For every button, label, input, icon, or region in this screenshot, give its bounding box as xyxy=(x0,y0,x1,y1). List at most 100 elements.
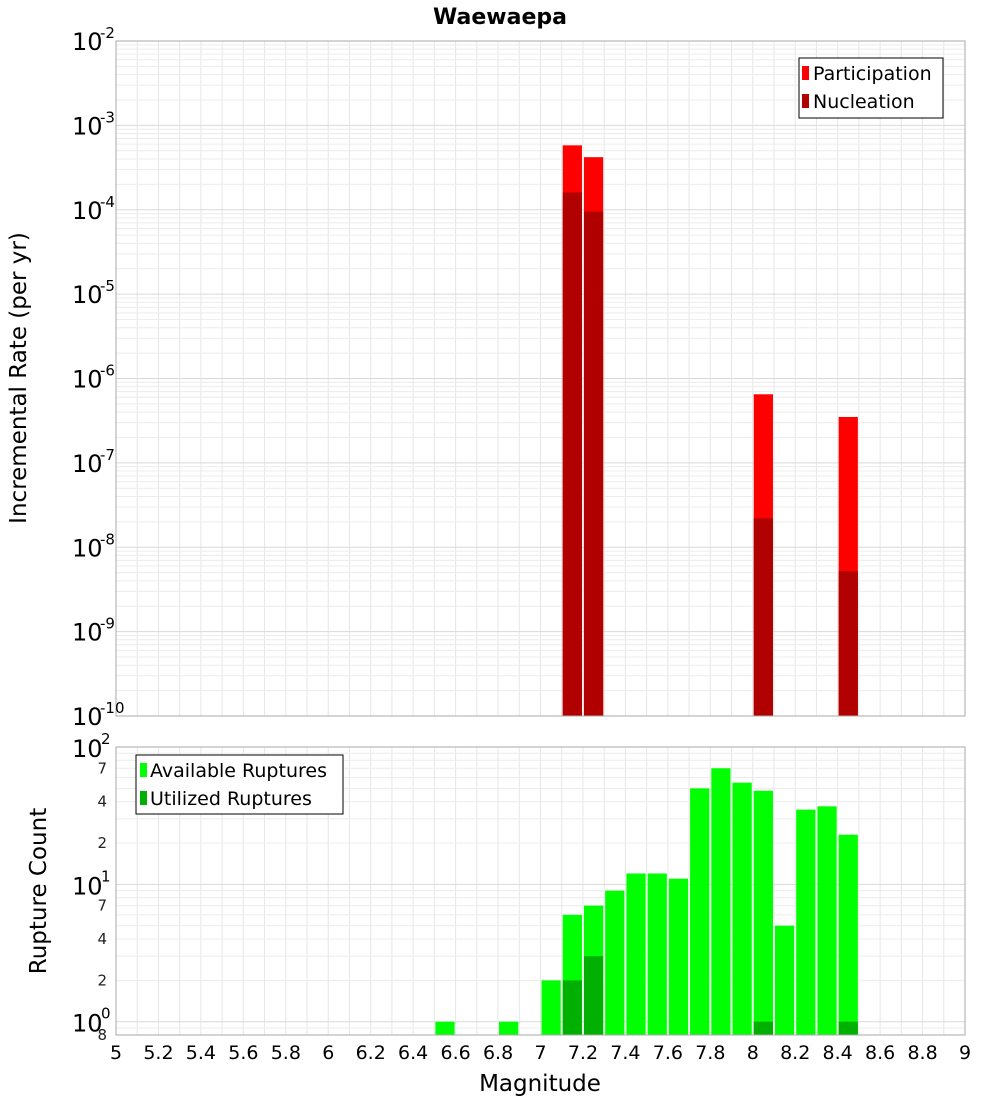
bottom-plot-border xyxy=(115,746,966,1036)
nucleation-bar xyxy=(562,192,582,717)
y-tick-exponent: -4 xyxy=(100,193,115,211)
top-panel: 10-210-310-410-510-610-710-810-910-10 In… xyxy=(6,24,966,731)
y-tick-label: 102 xyxy=(72,730,111,763)
x-tick-label: 8.6 xyxy=(865,1042,895,1064)
y-tick-base: 10 xyxy=(72,28,103,56)
y-tick-label: 10-8 xyxy=(72,530,115,562)
x-tick-label: 6.6 xyxy=(440,1042,470,1064)
legend-swatch-utilized xyxy=(140,791,147,805)
top-plot-border xyxy=(115,40,966,717)
utilized-ruptures-bar xyxy=(838,1021,858,1035)
y-tick-base: 10 xyxy=(72,872,103,900)
y-minor-tick-label: 7 xyxy=(97,759,107,777)
x-tick-label: 6.4 xyxy=(398,1042,428,1064)
x-tick-label: 7.8 xyxy=(695,1042,725,1064)
top-legend-box xyxy=(798,57,944,119)
y-tick-exponent: 2 xyxy=(101,730,111,748)
y-minor-tick-label: 4 xyxy=(97,930,107,948)
x-tick-label: 8 xyxy=(747,1042,759,1064)
legend-label-utilized: Utilized Ruptures xyxy=(150,788,312,810)
y-tick-base: 10 xyxy=(72,619,103,647)
available-ruptures-bar xyxy=(626,873,646,1035)
y-tick-label: 100 xyxy=(72,1005,111,1038)
available-ruptures-bar xyxy=(817,806,837,1035)
y-minor-tick-label: 2 xyxy=(97,834,107,852)
utilized-ruptures-bar xyxy=(583,956,604,1035)
x-tick-label: 8.4 xyxy=(823,1042,853,1064)
available-ruptures-bar xyxy=(647,873,667,1035)
available-ruptures-bar xyxy=(732,782,752,1035)
legend-label-participation: Participation xyxy=(813,63,932,85)
y-tick-base: 10 xyxy=(72,197,103,225)
available-ruptures-bar xyxy=(796,809,816,1035)
available-ruptures-bar xyxy=(838,834,858,1035)
y-tick-label: 10-4 xyxy=(72,193,115,225)
available-ruptures-bar xyxy=(774,925,795,1035)
available-ruptures-bar xyxy=(605,890,625,1035)
available-ruptures-bar xyxy=(499,1021,519,1035)
y-tick-exponent: 0 xyxy=(101,1005,111,1023)
top-y-ticks: 10-210-310-410-510-610-710-810-910-10 xyxy=(72,24,125,731)
available-ruptures-bar xyxy=(541,980,561,1035)
x-tick-label: 7 xyxy=(534,1042,546,1064)
y-tick-base: 10 xyxy=(72,735,103,763)
bottom-legend: Available Ruptures Utilized Ruptures xyxy=(135,754,344,815)
legend-swatch-nucleation xyxy=(802,94,809,108)
available-ruptures-bar xyxy=(668,878,689,1035)
utilized-ruptures-bar xyxy=(562,980,582,1035)
x-tick-label: 5.2 xyxy=(143,1042,173,1064)
y-tick-exponent: -3 xyxy=(100,108,115,126)
nucleation-bar xyxy=(753,518,773,716)
legend-swatch-participation xyxy=(802,66,809,80)
y-tick-exponent: 1 xyxy=(101,867,111,885)
y-tick-base: 10 xyxy=(72,112,103,140)
bottom-legend-box xyxy=(135,754,344,815)
y-tick-exponent: -2 xyxy=(100,24,115,42)
x-tick-label: 8.2 xyxy=(780,1042,810,1064)
y-tick-exponent: -6 xyxy=(100,362,115,380)
x-tick-label: 5.8 xyxy=(271,1042,301,1064)
x-tick-label: 5.4 xyxy=(186,1042,216,1064)
y-tick-label: 10-7 xyxy=(72,446,115,478)
chart-title: Waewaepa xyxy=(433,5,567,30)
x-tick-label: 6.2 xyxy=(356,1042,386,1064)
x-tick-label: 5 xyxy=(110,1042,122,1064)
top-grid xyxy=(115,41,966,717)
x-axis-label: Magnitude xyxy=(479,1071,601,1097)
x-tick-label: 5.6 xyxy=(228,1042,258,1064)
legend-label-available: Available Ruptures xyxy=(150,760,327,782)
y-tick-base: 10 xyxy=(72,366,103,394)
x-tick-label: 8.8 xyxy=(907,1042,937,1064)
x-tick-label: 6.8 xyxy=(483,1042,513,1064)
y-minor-tick-label: 8 xyxy=(97,1026,107,1044)
y-tick-label: 10-9 xyxy=(72,615,115,647)
available-ruptures-bar xyxy=(753,790,773,1035)
y-tick-exponent: -7 xyxy=(100,446,115,464)
y-tick-label: 101 xyxy=(72,867,111,900)
y-tick-label: 10-2 xyxy=(72,24,115,56)
y-tick-base: 10 xyxy=(72,534,103,562)
y-tick-label: 10-3 xyxy=(72,108,115,140)
top-legend: Participation Nucleation xyxy=(798,57,944,119)
nucleation-bar xyxy=(838,571,858,716)
y-tick-label: 10-10 xyxy=(72,699,125,731)
x-tick-label: 7.6 xyxy=(653,1042,683,1064)
legend-label-nucleation: Nucleation xyxy=(813,91,915,113)
y-tick-exponent: -10 xyxy=(100,699,125,717)
x-tick-label: 6 xyxy=(322,1042,334,1064)
y-tick-label: 10-6 xyxy=(72,362,115,394)
y-tick-base: 10 xyxy=(72,703,103,731)
top-bars xyxy=(562,145,858,717)
available-ruptures-bar xyxy=(690,788,710,1035)
utilized-ruptures-bar xyxy=(753,1021,773,1035)
legend-swatch-available xyxy=(140,763,147,777)
x-tick-label: 7.2 xyxy=(568,1042,598,1064)
y-minor-tick-label: 2 xyxy=(97,971,107,989)
bottom-bars xyxy=(435,768,858,1035)
y-tick-base: 10 xyxy=(72,450,103,478)
y-tick-exponent: -5 xyxy=(100,277,115,295)
available-ruptures-bar xyxy=(711,768,731,1035)
